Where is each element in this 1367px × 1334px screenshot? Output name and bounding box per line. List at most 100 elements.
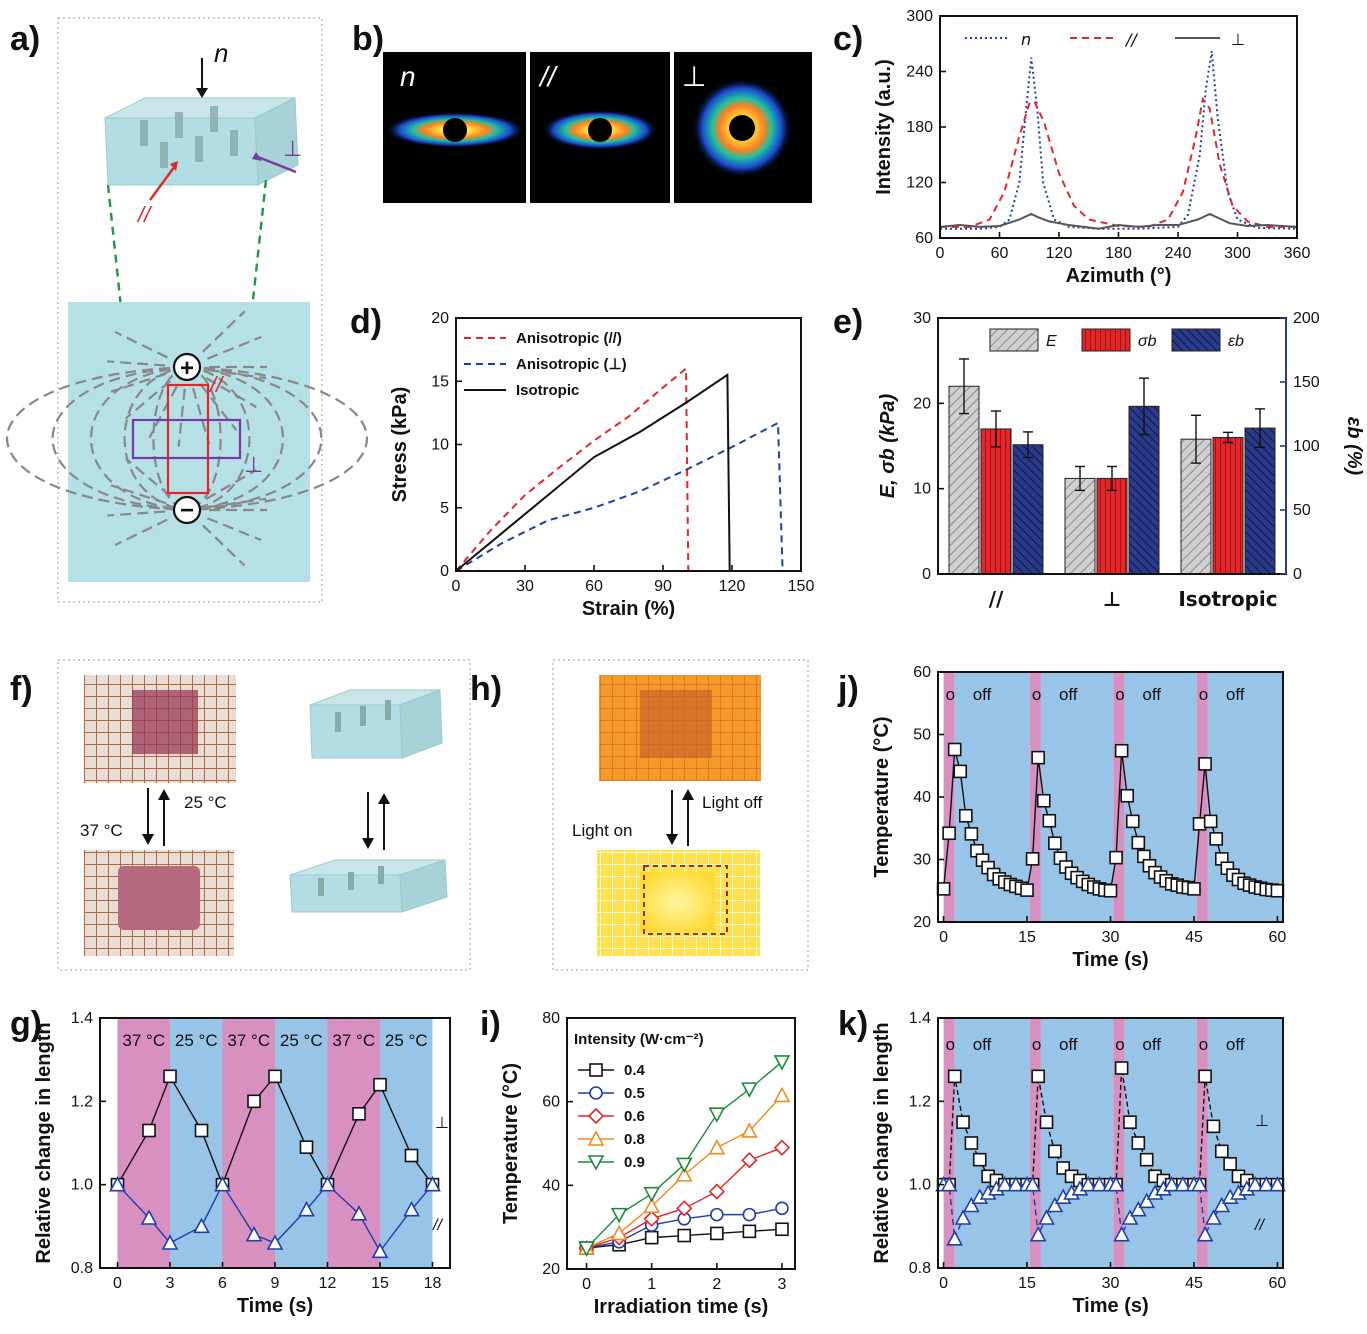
marker-square [1114,1061,1129,1075]
marker-triangle-down [610,1207,628,1224]
x-tick-label: 120 [1046,245,1073,262]
bar-1 [1212,436,1244,575]
marker-triangle [193,1217,210,1234]
marker-triangle [1196,1225,1214,1242]
marker-diamond [773,1139,791,1156]
marker-square [1125,814,1140,829]
marker-square [1131,835,1146,850]
marker-triangle [1107,1175,1125,1192]
y-tick-label: 300 [906,8,933,25]
label-light-off: Light off [702,793,762,812]
marker-diamond [741,1152,758,1169]
marker-triangle [1269,1175,1286,1192]
x-tick-label: 0 [936,245,945,262]
marker-triangle [1038,1209,1055,1225]
marker-triangle [708,1138,726,1155]
legend-label: 0.4 [624,1062,646,1079]
x-tick-label: 15 [1018,929,1036,946]
chart-c-intensity: 0 60 120 180 240 300 36060120180240300Azimuth … [873,8,1310,287]
saxs-label-n: n [400,61,416,92]
field-ray [205,469,257,500]
marker-triangle [675,1166,693,1182]
band-heating [222,1018,275,1268]
marker-square [1214,1144,1229,1159]
band-label: 37 °C [122,1031,165,1050]
band-label: 25 °C [175,1031,218,1050]
marker-triangle [1246,1175,1264,1192]
field-line [186,365,251,512]
y-tick-label: 1.2 [71,1093,93,1110]
x-tick-label: 30 [516,578,534,595]
marker-triangle [1205,1209,1222,1225]
x-axis-title: Time (s) [237,1295,313,1317]
x-tick-label: 240 [1165,245,1192,262]
x-axis-title: Time (s) [1072,1295,1148,1317]
band-label: off [1226,685,1245,704]
y-tick-label: 10 [431,437,449,454]
marker-triangle [1046,1196,1064,1213]
field-ray [199,383,238,431]
x-tick-label: 45 [1185,929,1203,946]
panel-label-a: a) [10,20,40,58]
series-line-2 [455,373,731,572]
y-axis-title: Relative change in length [871,1022,893,1263]
y-tick-label: 1.0 [71,1177,93,1194]
marker-square [268,1069,282,1084]
marker-square [1192,817,1207,831]
x-tick-label: 9 [271,1275,280,1292]
legend-swatch [989,328,1039,352]
x-tick-label: 90 [654,578,672,595]
y-axis-title: Temperature (°C) [500,1063,522,1224]
legend-label: // [1124,30,1138,49]
x-tick-label: 3 [778,1276,787,1293]
band-heating [327,1018,380,1268]
marker-triangle-down [643,1186,661,1203]
marker-square [142,1123,156,1138]
marker-square [964,1136,979,1150]
legend-swatch [1081,328,1131,352]
marker-square [1120,788,1134,803]
band-label: off [1226,1035,1245,1054]
band-cooling [1207,1018,1283,1268]
bar-2 [1012,444,1044,575]
band-cooling [170,1018,223,1268]
marker-square [404,1148,419,1163]
marker-circle [775,1201,789,1216]
marker-triangle [1029,1225,1047,1242]
field-ray [202,310,246,353]
series-label: // [432,1217,443,1234]
field-ray [192,387,211,445]
marker-square [1048,1144,1062,1159]
minus-electrode: − [180,497,194,524]
marker-square [953,764,968,779]
series-label: // [1254,1217,1265,1234]
x-tick-label: 30 [1102,929,1120,946]
marker-triangle [1257,1175,1275,1192]
y-tick-label: 40 [913,789,931,806]
marker-square [1039,1115,1054,1129]
saxs-label-parallel: // [538,61,559,92]
field-ray [202,524,246,567]
field-ray [206,336,262,360]
legend-label: E [1046,333,1057,350]
x-tick-label: 60 [1269,929,1287,946]
marker-square [1203,814,1218,829]
legend-label: 0.9 [624,1154,645,1171]
band-label: 37 °C [227,1031,270,1050]
y-axis-title: Intensity (a.u.) [873,59,895,195]
marker-triangle [161,1234,179,1250]
panel-label-c: c) [833,20,863,58]
y-tick-label: 20 [542,1261,560,1278]
x-tick-label: 6 [218,1275,227,1292]
panel-label-b: b) [352,20,384,58]
marker-square [959,808,973,823]
field-ray [107,510,166,517]
x-tick-label: 2 [712,1276,721,1293]
band-heating [943,1018,955,1268]
marker-square [1139,1152,1154,1167]
x-tick-label: 60 [1269,1275,1287,1292]
y-tick-label: 0.8 [909,1260,931,1277]
field-ray [110,372,167,393]
band-heating [1113,1018,1125,1268]
